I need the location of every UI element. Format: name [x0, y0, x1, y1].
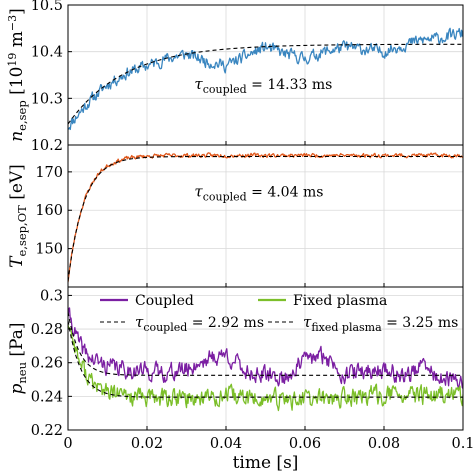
y-tick-label: 10.2	[31, 138, 63, 154]
legend-label: τfixed plasma = 3.25 ms	[303, 313, 458, 334]
plot-area	[68, 307, 463, 412]
y-tick-label: 10.3	[31, 91, 63, 107]
series-line	[68, 152, 463, 283]
series-line	[68, 307, 463, 389]
x-tick-label: 0.1	[451, 436, 474, 452]
panel-3: 0.22 0.24 0.26 0.28 0.3 pneu [Pa] Coupled Fixed…	[7, 286, 464, 439]
y-tick-label: 150	[35, 242, 63, 258]
y-tick-label: 0.24	[31, 389, 63, 405]
axes-frame	[67, 144, 464, 288]
y-tick-label: 0.28	[31, 322, 63, 338]
legend-label: τcoupled = 2.92 ms	[135, 313, 264, 334]
y-tick-label: 170	[35, 165, 63, 181]
fit-line	[68, 43, 463, 125]
axes-frame	[67, 4, 464, 146]
series-line	[68, 324, 463, 412]
axes-frame	[67, 286, 464, 431]
y-tick-label: 160	[35, 203, 63, 219]
legend: Coupled Fixed plasma τcoupled = 2.92 ms τfi…	[100, 293, 458, 334]
x-tick-label: 0.04	[210, 436, 242, 452]
tau-annotation: τcoupled = 4.04 ms	[194, 182, 323, 203]
y-axis-label: ne,sep [1019 m−3]	[6, 8, 29, 142]
panel-1: 10.2 10.3 10.4 10.5ne,sep [1019 m−3] τcouple…	[6, 0, 464, 154]
plot-area	[68, 27, 463, 131]
legend-label: Fixed plasma	[293, 293, 387, 309]
panel-2: 150 160 170 Te,sep,OT [eV] τcoupled = 4.04 m…	[7, 144, 464, 288]
legend-label: Coupled	[135, 293, 194, 309]
fit-line	[68, 155, 463, 282]
y-axis-label: pneu [Pa]	[7, 323, 29, 395]
y-tick-label: 0.22	[31, 423, 63, 439]
y-tick-label: 0.3	[40, 288, 63, 304]
series-line	[68, 27, 463, 131]
y-tick-label: 10.5	[31, 0, 63, 14]
x-tick-label: 0.08	[368, 436, 400, 452]
plot-area	[68, 152, 463, 283]
tau-annotation: τcoupled = 14.33 ms	[194, 75, 332, 96]
x-axis-label: time [s]	[233, 453, 299, 473]
x-tick-label: 0.02	[131, 436, 163, 452]
fit-line	[68, 320, 463, 398]
y-axis-label: Te,sep,OT [eV]	[7, 164, 29, 268]
x-tick-label: 0	[63, 436, 72, 452]
y-tick-label: 0.26	[31, 356, 63, 372]
y-tick-label: 10.4	[31, 45, 63, 61]
x-tick-label: 0.06	[289, 436, 321, 452]
